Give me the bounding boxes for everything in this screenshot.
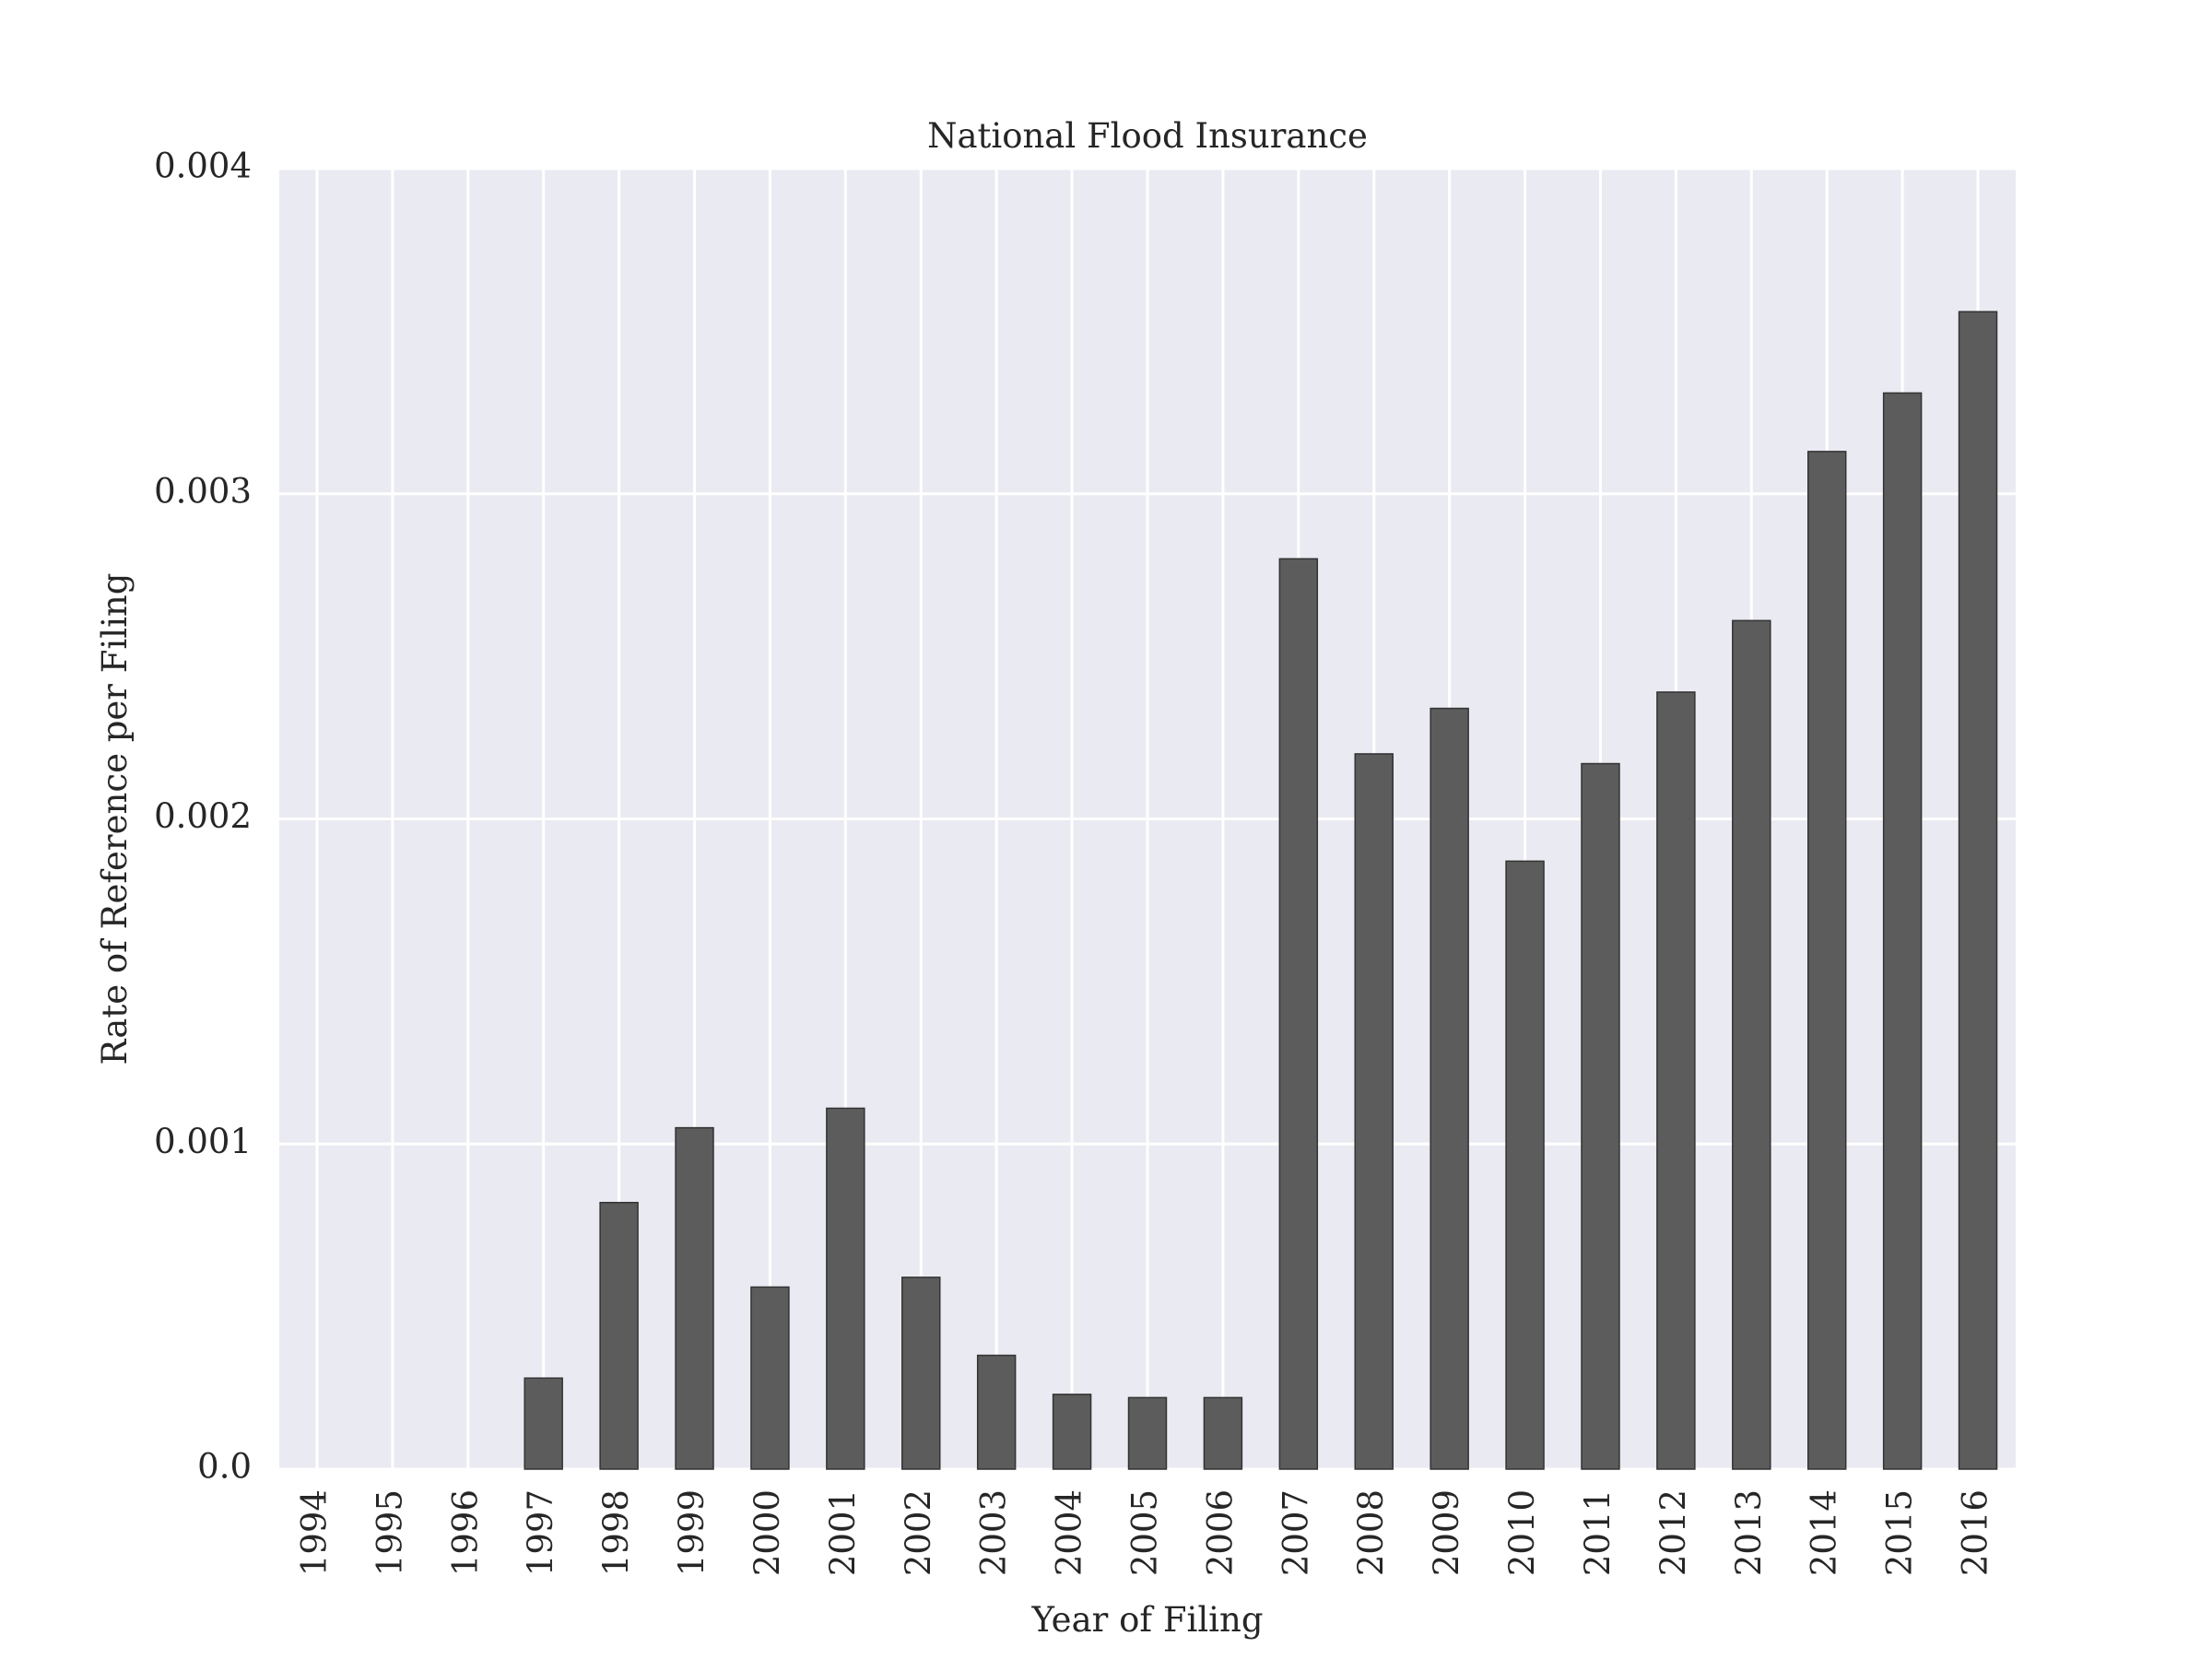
bar-2016 — [1958, 311, 1998, 1470]
x-tick-label: 2009 — [1427, 1489, 1466, 1576]
x-tick-label: 2000 — [747, 1489, 787, 1576]
y-tick-label: 0.0 — [197, 1447, 252, 1487]
y-tick-label: 0.001 — [154, 1122, 252, 1161]
y-tick-labels: 0.0 0.001 0.002 0.003 0.004 — [154, 147, 252, 1487]
x-tick-label: 2003 — [974, 1489, 1014, 1576]
x-tick-label: 2007 — [1276, 1489, 1315, 1576]
bar-2004 — [1052, 1394, 1092, 1470]
chart-title: National Flood Insurance — [927, 116, 1368, 156]
x-tick-label: 1994 — [294, 1489, 334, 1576]
bar-1998 — [599, 1201, 639, 1470]
x-tick-label: 2005 — [1125, 1489, 1165, 1576]
y-tick-label: 0.002 — [154, 796, 252, 836]
bar-1997 — [524, 1377, 563, 1470]
x-tick-label: 2004 — [1050, 1489, 1089, 1576]
x-tick-label: 2014 — [1805, 1489, 1844, 1576]
x-tick-label: 2006 — [1200, 1489, 1240, 1576]
x-tick-label: 2011 — [1578, 1489, 1618, 1576]
x-tick-label: 1998 — [596, 1489, 636, 1576]
x-axis-label: Year of Filing — [1030, 1600, 1263, 1640]
x-tick-label: 1996 — [445, 1489, 485, 1576]
bar-2012 — [1656, 691, 1696, 1470]
x-tick-label: 1995 — [370, 1489, 409, 1576]
bars — [524, 311, 1998, 1470]
x-tick-label: 2015 — [1880, 1489, 1920, 1576]
bar-2007 — [1278, 558, 1319, 1470]
x-tick-label: 2002 — [899, 1489, 938, 1576]
bar-2006 — [1203, 1396, 1243, 1470]
x-tick-label: 2010 — [1502, 1489, 1542, 1576]
bar-2009 — [1430, 707, 1469, 1470]
y-tick-label: 0.004 — [154, 147, 252, 186]
x-tick-label: 2008 — [1351, 1489, 1391, 1576]
bar-2002 — [901, 1277, 941, 1470]
bar-2005 — [1127, 1396, 1168, 1470]
bar-2010 — [1505, 860, 1545, 1470]
x-tick-labels: 1994 1995 1996 1997 1998 1999 2000 2001 2002 2003… — [294, 1489, 1994, 1576]
x-tick-label: 2016 — [1956, 1489, 1995, 1576]
bar-2011 — [1581, 762, 1620, 1470]
x-tick-label: 2013 — [1729, 1489, 1769, 1576]
bar-1999 — [675, 1126, 714, 1470]
bar-2001 — [826, 1107, 865, 1470]
x-tick-label: 2012 — [1653, 1489, 1693, 1576]
bar-2008 — [1354, 753, 1394, 1470]
bar-2014 — [1806, 451, 1847, 1470]
bar-2013 — [1732, 619, 1771, 1470]
bar-2003 — [976, 1354, 1017, 1470]
y-axis-label: Rate of Reference per Filing — [95, 573, 135, 1065]
bar-2000 — [750, 1286, 790, 1470]
x-tick-label: 1997 — [521, 1489, 560, 1576]
bar-2015 — [1882, 392, 1923, 1470]
x-tick-label: 1999 — [672, 1489, 712, 1576]
x-tick-label: 2001 — [823, 1489, 863, 1576]
y-tick-label: 0.003 — [154, 471, 252, 511]
